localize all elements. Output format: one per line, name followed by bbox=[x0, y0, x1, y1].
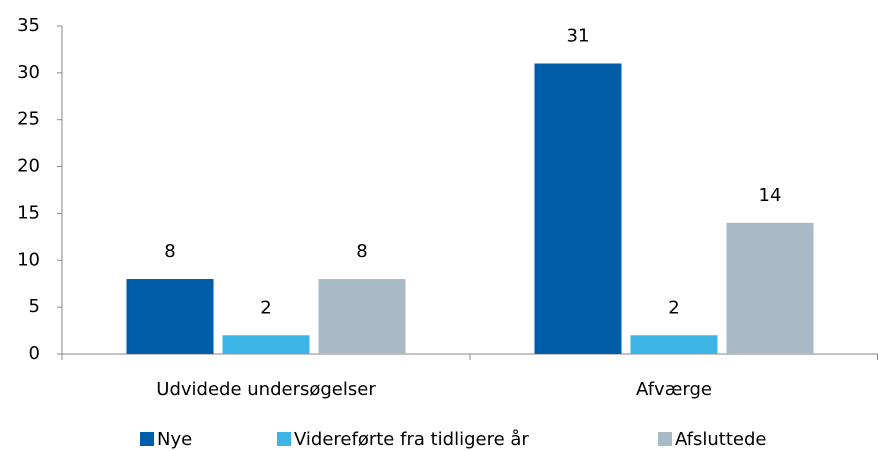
legend-swatch bbox=[658, 432, 672, 446]
value-label: 31 bbox=[567, 25, 590, 46]
legend-swatch bbox=[140, 432, 154, 446]
bar bbox=[630, 335, 718, 354]
legend-label: Videreførte fra tidligere år bbox=[294, 429, 529, 450]
bar bbox=[126, 279, 214, 354]
y-tick-label: 25 bbox=[17, 109, 40, 130]
x-tick-label: Afværge bbox=[636, 379, 712, 400]
legend-swatch bbox=[277, 432, 291, 446]
bar bbox=[222, 335, 310, 354]
legend-label: Nye bbox=[157, 429, 192, 450]
bar bbox=[318, 279, 406, 354]
y-tick-label: 20 bbox=[17, 156, 40, 177]
value-label: 2 bbox=[260, 297, 271, 318]
y-tick-label: 0 bbox=[29, 343, 40, 364]
x-tick-label: Udvidede undersøgelser bbox=[156, 379, 376, 400]
y-tick-label: 35 bbox=[17, 15, 40, 36]
value-label: 14 bbox=[759, 185, 782, 206]
y-tick-label: 30 bbox=[17, 62, 40, 83]
y-tick-label: 10 bbox=[17, 249, 40, 270]
value-label: 2 bbox=[668, 297, 679, 318]
value-label: 8 bbox=[356, 241, 367, 262]
y-tick-label: 5 bbox=[29, 296, 40, 317]
bar bbox=[726, 222, 814, 354]
bar bbox=[534, 63, 622, 354]
legend-label: Afsluttede bbox=[675, 429, 767, 450]
value-label: 8 bbox=[164, 241, 175, 262]
y-tick-label: 15 bbox=[17, 202, 40, 223]
